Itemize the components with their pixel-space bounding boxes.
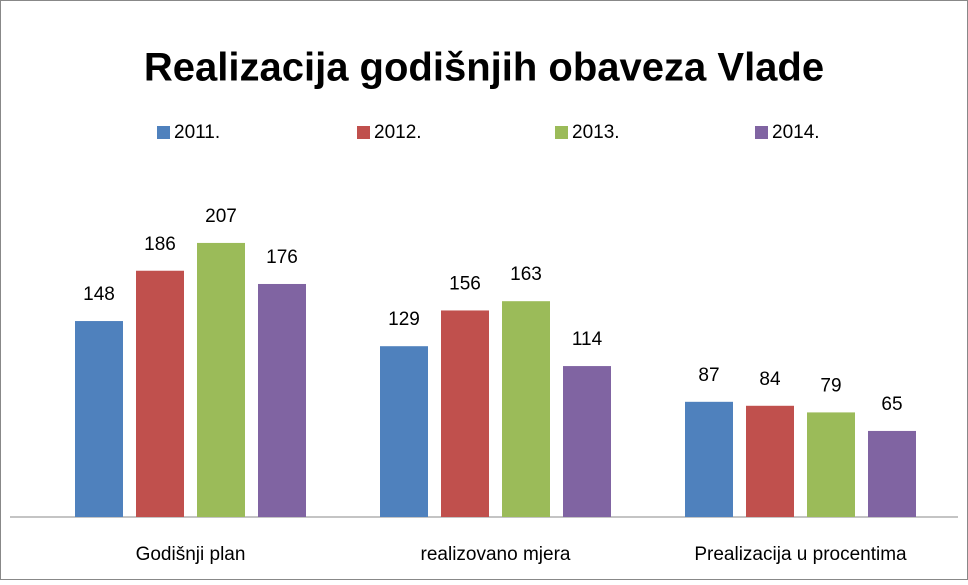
data-label: 156 [449,273,481,294]
data-label: 84 [759,369,781,390]
bar [197,242,245,517]
legend-label: 2013. [572,122,620,143]
bar [136,270,184,517]
bar [746,405,794,517]
bar [807,412,855,517]
data-label: 186 [144,234,176,255]
chart-title: Realizacija godišnjih obaveza Vlade [144,46,824,90]
data-label: 176 [266,247,298,268]
x-tick-label: realizovano mjera [421,544,571,565]
data-label: 79 [820,375,841,396]
bar [380,346,428,517]
legend-label: 2011. [174,122,220,143]
legend-label: 2012. [374,122,422,143]
bar [685,401,733,517]
data-label: 163 [510,264,542,285]
bar [441,310,489,517]
legend-swatch [555,126,568,139]
data-label: 114 [572,329,603,350]
bar [502,301,550,517]
data-label: 87 [698,365,719,386]
data-label: 129 [388,309,420,330]
x-tick-label: Prealizacija u procentima [694,544,907,565]
bar [258,283,306,517]
legend-label: 2014. [772,122,820,143]
data-label: 65 [881,394,902,415]
legend-swatch [157,126,170,139]
data-label: 148 [83,284,115,305]
data-label: 207 [205,206,237,227]
bar [563,366,611,517]
bar [868,430,916,517]
legend-swatch [755,126,768,139]
legend-swatch [357,126,370,139]
x-tick-label: Godišnji plan [136,544,246,565]
bar [75,321,123,517]
